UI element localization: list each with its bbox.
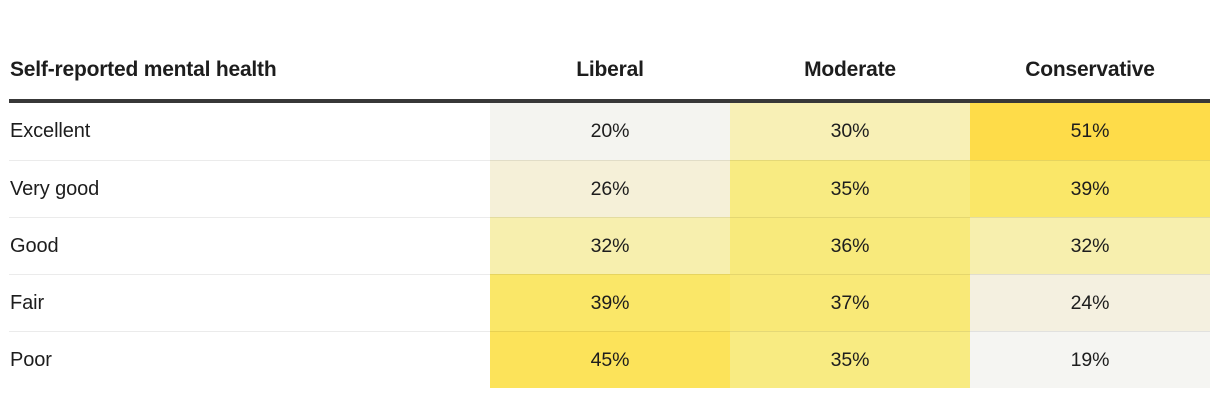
row-label-poor: Poor [9,331,490,388]
table-header-row: Self-reported mental health Liberal Mode… [9,0,1210,103]
value-cell: 45% [490,331,730,388]
value-cell: 39% [970,160,1210,217]
table-row: Good 32% 36% 32% [9,217,1210,274]
table-row: Very good 26% 35% 39% [9,160,1210,217]
table-row: Fair 39% 37% 24% [9,274,1210,331]
value-cell: 19% [970,331,1210,388]
value-cell: 30% [730,103,970,160]
value-cell: 35% [730,160,970,217]
row-label-very-good: Very good [9,160,490,217]
value-cell: 32% [970,217,1210,274]
value-cell: 35% [730,331,970,388]
value-cell: 36% [730,217,970,274]
row-label-fair: Fair [9,274,490,331]
value-cell: 20% [490,103,730,160]
value-cell: 39% [490,274,730,331]
column-header-liberal: Liberal [576,58,644,81]
row-label-good: Good [9,217,490,274]
column-header-moderate: Moderate [804,58,896,81]
mental-health-table: Self-reported mental health Liberal Mode… [9,0,1210,388]
value-cell: 37% [730,274,970,331]
table-title: Self-reported mental health [10,58,277,81]
value-cell: 26% [490,160,730,217]
row-label-excellent: Excellent [9,103,490,160]
value-cell: 24% [970,274,1210,331]
value-cell: 32% [490,217,730,274]
table-row: Poor 45% 35% 19% [9,331,1210,388]
table-row: Excellent 20% 30% 51% [9,103,1210,160]
value-cell: 51% [970,103,1210,160]
column-header-conservative: Conservative [1025,58,1155,81]
